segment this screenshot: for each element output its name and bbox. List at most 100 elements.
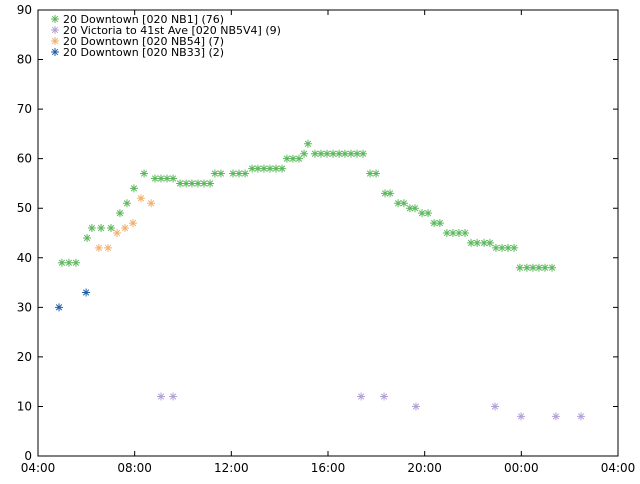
point (454, 229, 463, 237)
y-tick-label: 30 (17, 300, 32, 314)
point (282, 154, 291, 163)
point (176, 179, 185, 188)
point (193, 179, 202, 188)
legend-label: 20 Downtown [020 NB54] (7) (63, 35, 224, 48)
point (259, 164, 268, 173)
legend-label: 20 Downtown [020 NB33] (2) (63, 46, 224, 59)
point (386, 189, 395, 198)
point (272, 164, 281, 173)
point (157, 392, 166, 401)
point (448, 229, 457, 237)
x-tick-label: 04:00 (21, 461, 56, 475)
point (485, 238, 494, 247)
point (323, 149, 332, 158)
point (57, 258, 66, 267)
point (104, 243, 113, 252)
point (115, 209, 124, 218)
point (405, 204, 414, 213)
point (366, 169, 375, 178)
y-tick-label: 80 (17, 53, 32, 67)
point (461, 229, 470, 237)
legend-marker (51, 48, 59, 56)
point (498, 243, 506, 252)
point (150, 174, 159, 183)
point (522, 263, 531, 272)
point (278, 164, 287, 173)
x-tick-label: 12:00 (214, 461, 249, 475)
legend-label: 20 Downtown [020 NB1] (76) (63, 13, 224, 26)
point (169, 174, 178, 183)
point (182, 179, 191, 188)
point (372, 169, 381, 178)
point (128, 219, 137, 228)
point (157, 174, 166, 183)
y-tick-label: 0 (24, 449, 32, 463)
point (310, 149, 319, 158)
point (359, 149, 368, 158)
point (504, 243, 513, 252)
point (206, 179, 215, 188)
point (106, 224, 115, 233)
point (288, 154, 297, 163)
y-tick-label: 20 (17, 350, 32, 364)
y-tick-label: 50 (17, 201, 32, 215)
point (253, 164, 262, 173)
y-tick-label: 40 (17, 251, 32, 265)
legend-marker (51, 26, 59, 34)
point (551, 412, 560, 421)
point (210, 169, 219, 178)
x-tick-label: 16:00 (311, 461, 346, 475)
point (248, 164, 257, 173)
plot-frame (37, 9, 619, 457)
legend-marker (51, 37, 59, 45)
point (82, 288, 91, 297)
point (303, 139, 312, 148)
point (490, 402, 499, 411)
point (121, 224, 129, 233)
point (346, 149, 355, 158)
y-tick-label: 60 (17, 152, 32, 166)
point (394, 199, 403, 208)
point (424, 209, 433, 218)
point (295, 154, 303, 163)
point (147, 199, 156, 208)
point (216, 169, 225, 178)
point (353, 149, 361, 158)
x-tick-label: 00:00 (504, 461, 539, 475)
point (97, 224, 106, 233)
point (329, 149, 338, 158)
point (577, 412, 586, 421)
point (510, 243, 519, 252)
point (411, 402, 420, 411)
point (473, 238, 482, 247)
point (399, 199, 408, 208)
x-tick-label: 20:00 (407, 461, 442, 475)
point (411, 204, 419, 213)
point (169, 392, 178, 401)
point (541, 263, 550, 272)
point (340, 149, 349, 158)
point (83, 233, 92, 242)
y-tick-label: 10 (17, 399, 32, 413)
point (163, 174, 172, 183)
point (515, 263, 524, 272)
x-tick-label: 08:00 (117, 461, 152, 475)
point (229, 169, 238, 178)
point (548, 263, 557, 272)
point (241, 169, 250, 178)
point (381, 189, 390, 198)
point (64, 258, 73, 267)
point (300, 149, 309, 158)
point (517, 412, 526, 421)
point (380, 392, 389, 401)
point (491, 243, 500, 252)
point (467, 238, 476, 247)
point (528, 263, 537, 272)
point (87, 224, 96, 233)
point (235, 169, 244, 178)
point (316, 149, 325, 158)
point (480, 238, 489, 247)
point (200, 179, 209, 188)
legend-marker (51, 15, 59, 23)
